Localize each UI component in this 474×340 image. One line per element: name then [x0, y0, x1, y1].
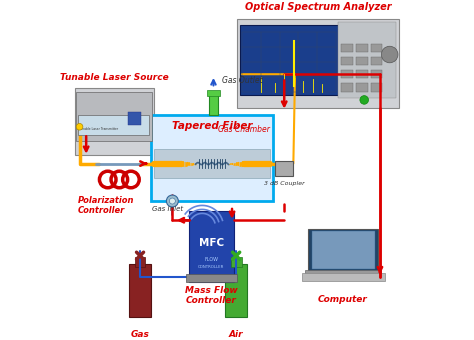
- Bar: [341, 44, 353, 52]
- Bar: [356, 57, 367, 65]
- Bar: [356, 44, 367, 52]
- Bar: [341, 83, 353, 92]
- Bar: [341, 70, 353, 79]
- Bar: [356, 83, 367, 92]
- Text: FLOW: FLOW: [204, 257, 219, 262]
- Bar: [356, 70, 367, 79]
- Bar: [186, 274, 237, 282]
- Text: Optical Spectrum Analyzer: Optical Spectrum Analyzer: [245, 2, 392, 12]
- Text: Gas: Gas: [131, 330, 150, 339]
- Text: CONTROLLER: CONTROLLER: [198, 265, 224, 269]
- Text: Gas Outlet: Gas Outlet: [222, 75, 263, 85]
- Bar: [308, 229, 378, 272]
- Text: Gas Inlet: Gas Inlet: [153, 206, 183, 212]
- Text: Computer: Computer: [318, 295, 368, 305]
- Bar: [231, 257, 242, 267]
- Bar: [237, 19, 400, 108]
- Bar: [74, 88, 154, 155]
- Circle shape: [169, 198, 175, 204]
- Circle shape: [360, 96, 368, 104]
- Bar: [371, 70, 383, 79]
- Bar: [371, 57, 383, 65]
- Text: Tunable Laser Transmitter: Tunable Laser Transmitter: [79, 127, 118, 131]
- Text: Tapered Fiber: Tapered Fiber: [172, 121, 252, 132]
- Text: Mass Flow
Controller: Mass Flow Controller: [185, 286, 237, 305]
- Bar: [311, 231, 374, 269]
- Text: MFC: MFC: [199, 238, 224, 248]
- Bar: [128, 112, 141, 125]
- Text: Polarization
Controller: Polarization Controller: [78, 196, 135, 216]
- Bar: [226, 264, 247, 317]
- Circle shape: [382, 46, 398, 63]
- Bar: [301, 273, 384, 281]
- Bar: [337, 22, 396, 98]
- Circle shape: [76, 123, 83, 130]
- Bar: [129, 264, 151, 317]
- Bar: [207, 90, 220, 96]
- Text: Air: Air: [229, 330, 244, 339]
- Bar: [76, 92, 153, 141]
- Bar: [135, 257, 146, 267]
- Bar: [341, 57, 353, 65]
- Bar: [371, 44, 383, 52]
- Bar: [151, 115, 273, 201]
- Bar: [78, 115, 149, 135]
- Bar: [275, 161, 293, 176]
- Bar: [154, 149, 270, 179]
- Circle shape: [166, 195, 178, 207]
- Bar: [189, 211, 234, 282]
- Text: Gas Chamber: Gas Chamber: [218, 125, 270, 134]
- Bar: [371, 83, 383, 92]
- Text: 3 dB Coupler: 3 dB Coupler: [264, 181, 305, 186]
- Bar: [305, 270, 381, 275]
- Bar: [209, 92, 218, 115]
- Text: Tunable Laser Source: Tunable Laser Source: [60, 73, 169, 82]
- Bar: [240, 26, 338, 95]
